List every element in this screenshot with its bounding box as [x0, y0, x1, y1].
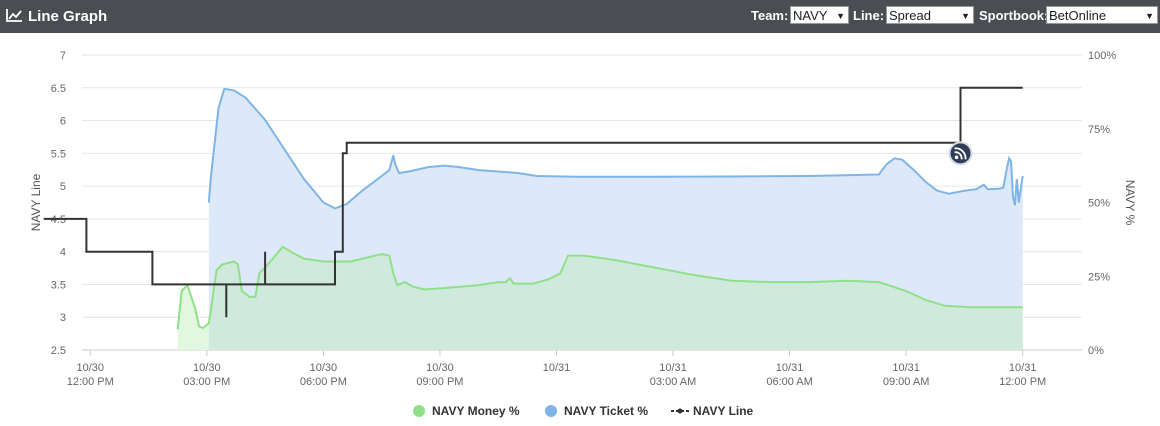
legend-money-label: NAVY Money % — [432, 404, 520, 418]
x-tick-label: 10/31 — [776, 362, 804, 374]
y-left-tick-label: 7 — [60, 50, 66, 62]
x-tick-label: 10/31 — [659, 362, 687, 374]
y-right-tick-label: 75% — [1088, 124, 1110, 136]
team-select-value: NAVY — [793, 8, 828, 23]
legend-ticket-label: NAVY Ticket % — [564, 404, 648, 418]
dropdown-arrow-icon: ▼ — [1145, 11, 1154, 21]
money-area-early — [177, 285, 209, 350]
y-left-tick-label: 3 — [60, 312, 66, 324]
sportsbook-select[interactable]: BetOnline ▼ — [1046, 6, 1158, 24]
x-tick-label: 10/31 — [1009, 362, 1037, 374]
y-left-tick-label: 5 — [60, 181, 66, 193]
y-left-tick-label: 4 — [60, 247, 66, 259]
rss-marker-dot — [954, 155, 959, 160]
x-tick-label: 03:00 AM — [650, 376, 696, 388]
x-tick-label: 06:00 AM — [766, 376, 812, 388]
y-right-tick-label: 50% — [1088, 198, 1110, 210]
team-select[interactable]: NAVY ▼ — [790, 6, 849, 24]
x-tick-label: 03:00 PM — [183, 376, 230, 388]
navy-line-series — [43, 86, 1023, 318]
rss-marker-arc — [954, 147, 967, 160]
x-tick-label: 10/30 — [77, 362, 105, 374]
team-label: Team: — [751, 8, 789, 23]
rss-marker-arc — [954, 151, 963, 160]
sportsbook-label: Sportbook: — [979, 8, 1049, 23]
y-left-tick-label: 3.5 — [51, 279, 66, 291]
y-left-tick-label: 2.5 — [51, 345, 66, 357]
x-tick-label: 10/30 — [193, 362, 221, 374]
y-right-tick-label: 100% — [1088, 50, 1116, 62]
x-tick-label: 09:00 AM — [883, 376, 929, 388]
y-left-axis-title: NAVY Line — [29, 173, 43, 231]
sportsbook-select-value: BetOnline — [1049, 8, 1107, 23]
legend-line-marker — [677, 408, 683, 414]
y-left-tick-label: 5.5 — [51, 148, 66, 160]
y-right-axis-title: NAVY % — [1123, 180, 1137, 226]
x-tick-label: 10/30 — [310, 362, 338, 374]
y-left-tick-label: 6.5 — [51, 83, 66, 95]
money-series-line — [176, 245, 1023, 330]
line-label: Line: — [853, 8, 885, 23]
x-tick-label: 12:00 PM — [67, 376, 114, 388]
money-area — [208, 246, 1023, 350]
y-right-tick-label: 0% — [1088, 345, 1104, 357]
chart-header: Line Graph Team: NAVY ▼ Line: Spread ▼ S… — [0, 0, 1160, 33]
legend-line-label: NAVY Line — [693, 404, 754, 418]
dropdown-arrow-icon: ▼ — [836, 11, 845, 21]
x-tick-label: 09:00 PM — [416, 376, 463, 388]
line-select-value: Spread — [889, 8, 931, 23]
line-chart-icon — [6, 9, 22, 27]
y-left-tick-label: 6 — [60, 116, 66, 128]
x-tick-label: 10/30 — [426, 362, 454, 374]
dropdown-arrow-icon: ▼ — [961, 11, 970, 21]
x-tick-label: 10/31 — [543, 362, 571, 374]
x-tick-label: 06:00 PM — [300, 376, 347, 388]
x-tick-label: 10/31 — [892, 362, 920, 374]
y-right-tick-label: 25% — [1088, 271, 1110, 283]
chart-title: Line Graph — [28, 8, 108, 25]
rss-marker-icon — [948, 141, 973, 166]
ticket-series-line — [207, 87, 1024, 210]
legend-money-swatch — [413, 405, 425, 417]
line-chart: 2.533.544.555.566.570%25%50%75%100%10/30… — [29, 50, 1137, 418]
x-tick-label: 12:00 PM — [999, 376, 1046, 388]
legend-ticket-swatch — [545, 405, 557, 417]
line-select[interactable]: Spread ▼ — [886, 6, 974, 24]
